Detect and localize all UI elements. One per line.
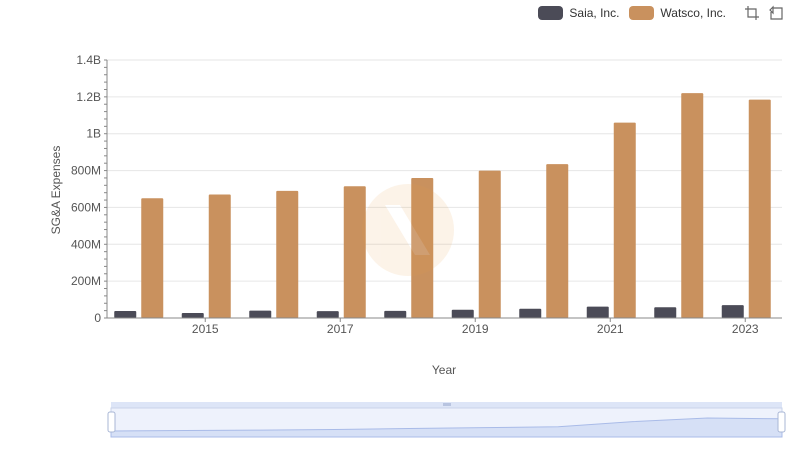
bar-watsco-2021[interactable]	[613, 122, 636, 319]
legend-label: Saia, Inc.	[569, 6, 620, 20]
y-tick-label: 200M	[71, 274, 101, 288]
bar-watsco-2018[interactable]	[411, 177, 434, 318]
bar-watsco-2023[interactable]	[748, 99, 771, 318]
bar-watsco-2019[interactable]	[478, 170, 501, 318]
x-tick-label: 2021	[597, 322, 624, 336]
y-tick-label: 1.4B	[76, 53, 101, 67]
y-tick-label: 0	[94, 311, 101, 325]
x-tick-label: 2023	[732, 322, 759, 336]
bar-watsco-2016[interactable]	[276, 190, 299, 318]
bar-saia-2022[interactable]	[654, 307, 677, 318]
x-axis: 2015 2017 2019 2021 2023	[107, 317, 782, 336]
legend-swatch	[538, 6, 564, 20]
bar-saia-2015[interactable]	[181, 313, 204, 318]
y-axis-title: SG&A Expenses	[49, 146, 63, 235]
y-tick-label: 600M	[71, 200, 101, 214]
legend-item-saia[interactable]: Saia, Inc.	[538, 6, 619, 20]
x-tick-label: 2019	[462, 322, 489, 336]
bar-saia-2023[interactable]	[721, 305, 744, 318]
legend-item-watsco[interactable]: Watsco, Inc.	[629, 6, 726, 20]
bar-saia-2021[interactable]	[586, 306, 609, 318]
bar-saia-2014[interactable]	[114, 310, 137, 318]
bar-watsco-2015[interactable]	[208, 194, 231, 318]
y-tick-label: 400M	[71, 237, 101, 251]
slider-handle-right[interactable]	[777, 411, 786, 433]
data-zoom-slider[interactable]	[107, 402, 786, 438]
y-tick-label: 1.2B	[76, 90, 101, 104]
bar-watsco-2017[interactable]	[343, 186, 366, 318]
bar-saia-2016[interactable]	[249, 310, 272, 318]
watermark-logo	[362, 184, 454, 276]
bar-watsco-2020[interactable]	[546, 164, 569, 318]
bar-watsco-2014[interactable]	[141, 198, 164, 318]
bar-saia-2017[interactable]	[316, 311, 339, 318]
bar-watsco-2022[interactable]	[681, 93, 704, 319]
grid-lines	[107, 59, 782, 319]
slider-handle-left[interactable]	[107, 411, 116, 433]
y-tick-label: 800M	[71, 164, 101, 178]
x-tick-label: 2017	[327, 322, 354, 336]
x-axis-title: Year	[432, 363, 456, 377]
zoom-icon[interactable]	[744, 5, 760, 21]
y-tick-label: 1B	[86, 127, 101, 141]
legend-label: Watsco, Inc.	[660, 6, 726, 20]
bar-saia-2018[interactable]	[384, 310, 407, 318]
bar-saia-2020[interactable]	[519, 308, 542, 318]
y-axis: 0 200M 400M 600M 800M 1B 1.2B 1.4B	[71, 53, 108, 325]
restore-icon[interactable]	[768, 5, 784, 21]
x-tick-label: 2015	[192, 322, 219, 336]
legend-swatch	[629, 6, 655, 20]
legend: Saia, Inc. Watsco, Inc.	[538, 5, 784, 21]
bar-saia-2019[interactable]	[451, 309, 474, 318]
slider-grip[interactable]	[443, 403, 451, 406]
bars	[114, 93, 771, 319]
